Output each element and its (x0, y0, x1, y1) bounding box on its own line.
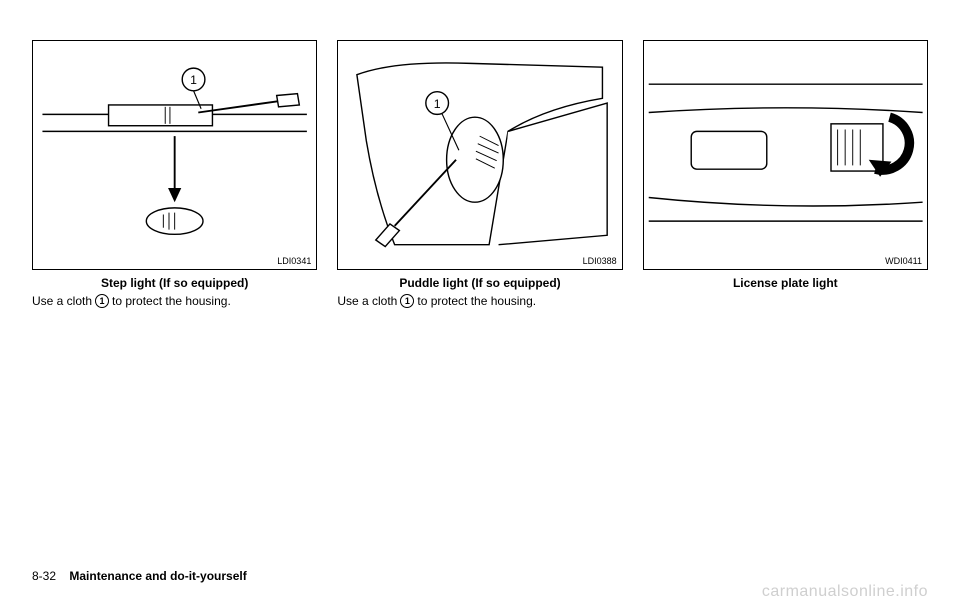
figure-note: Use a cloth 1 to protect the housing. (337, 294, 622, 308)
figure-note: Use a cloth 1 to protect the housing. (32, 294, 317, 308)
page-footer: 8-32 Maintenance and do-it-yourself (32, 569, 247, 583)
license-plate-light-svg (644, 41, 927, 269)
note-post: to protect the housing. (112, 294, 231, 308)
page-number: 8-32 (32, 569, 56, 583)
figure-block-step-light: 1 LDI0341 Step light (If so equipped) Us… (32, 40, 317, 308)
svg-text:1: 1 (190, 73, 197, 87)
figure-caption: License plate light (643, 276, 928, 290)
watermark: carmanualsonline.info (762, 583, 928, 601)
section-title: Maintenance and do-it-yourself (69, 569, 246, 583)
figures-row: 1 LDI0341 Step light (If so equipped) Us… (32, 40, 928, 308)
figure-block-license-plate-light: WDI0411 License plate light (643, 40, 928, 308)
figure-illustration-license-plate-light: WDI0411 (643, 40, 928, 270)
puddle-light-svg: 1 (338, 41, 621, 269)
figure-illustration-step-light: 1 LDI0341 (32, 40, 317, 270)
step-light-svg: 1 (33, 41, 316, 269)
figure-caption: Step light (If so equipped) (32, 276, 317, 290)
svg-text:1: 1 (434, 97, 441, 111)
note-number-circle: 1 (95, 294, 109, 308)
note-post: to protect the housing. (417, 294, 536, 308)
note-pre: Use a cloth (337, 294, 397, 308)
figure-block-puddle-light: 1 LDI0388 Puddle light (If so equipped) … (337, 40, 622, 308)
figure-id: WDI0411 (885, 256, 922, 266)
figure-caption: Puddle light (If so equipped) (337, 276, 622, 290)
note-pre: Use a cloth (32, 294, 92, 308)
note-number-circle: 1 (400, 294, 414, 308)
figure-illustration-puddle-light: 1 LDI0388 (337, 40, 622, 270)
figure-id: LDI0388 (583, 256, 617, 266)
figure-id: LDI0341 (277, 256, 311, 266)
